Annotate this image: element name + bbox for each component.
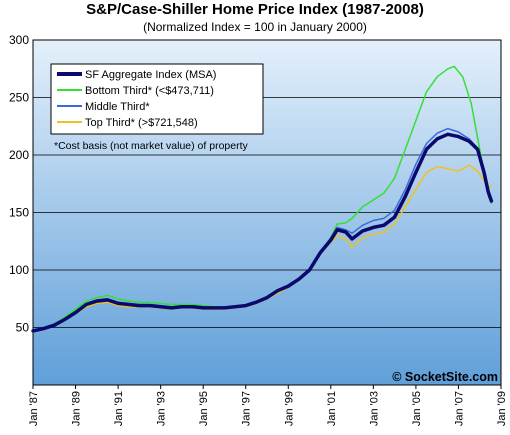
x-tick-label: Jan '95 — [198, 391, 210, 426]
legend-box — [50, 63, 264, 135]
legend: SF Aggregate Index (MSA) Bottom Third* (<… — [50, 63, 264, 135]
x-tick-label: Jan '09 — [496, 391, 508, 426]
x-tick-label: Jan '87 — [28, 391, 40, 426]
y-axis: 50 100 150 200 250 300 — [9, 33, 29, 335]
x-axis: Jan '87 Jan '89 Jan '91 Jan '93 Jan '95 Jan '… — [28, 385, 508, 426]
chart-subtitle: (Normalized Index = 100 in January 2000) — [143, 20, 367, 34]
socketsite-watermark: © SocketSite.com — [392, 370, 498, 384]
chart-title: S&P/Case-Shiller Home Price Index (1987-… — [86, 1, 424, 18]
legend-label: Bottom Third* (<$473,711) — [85, 85, 214, 97]
x-tick-label: Jan '93 — [156, 391, 168, 426]
x-tick-label: Jan '01 — [326, 391, 338, 426]
y-tick-label: 100 — [9, 263, 29, 277]
legend-label: Middle Third* — [85, 101, 150, 113]
y-tick-label: 200 — [9, 148, 29, 162]
x-tick-label: Jan '89 — [71, 391, 83, 426]
x-tick-label: Jan '97 — [241, 391, 253, 426]
y-tick-label: 50 — [16, 321, 30, 335]
series-line-3 — [32, 164, 493, 332]
legend-label: Top Third* (>$721,548) — [85, 117, 198, 129]
y-tick-label: 150 — [9, 206, 29, 220]
series-line-0 — [31, 132, 494, 333]
legend-label: SF Aggregate Index (MSA) — [85, 69, 216, 81]
y-tick-label: 250 — [9, 91, 29, 105]
gridlines — [33, 39, 501, 328]
series-lines — [31, 65, 494, 333]
cost-basis-note: *Cost basis (not market value) of proper… — [54, 140, 248, 152]
x-tick-label: Jan '07 — [453, 391, 465, 426]
y-tick-label: 300 — [9, 33, 29, 47]
x-tick-label: Jan '99 — [283, 391, 295, 426]
x-tick-label: Jan '91 — [113, 391, 125, 426]
x-tick-label: Jan '05 — [411, 391, 423, 426]
x-tick-label: Jan '03 — [368, 391, 380, 426]
